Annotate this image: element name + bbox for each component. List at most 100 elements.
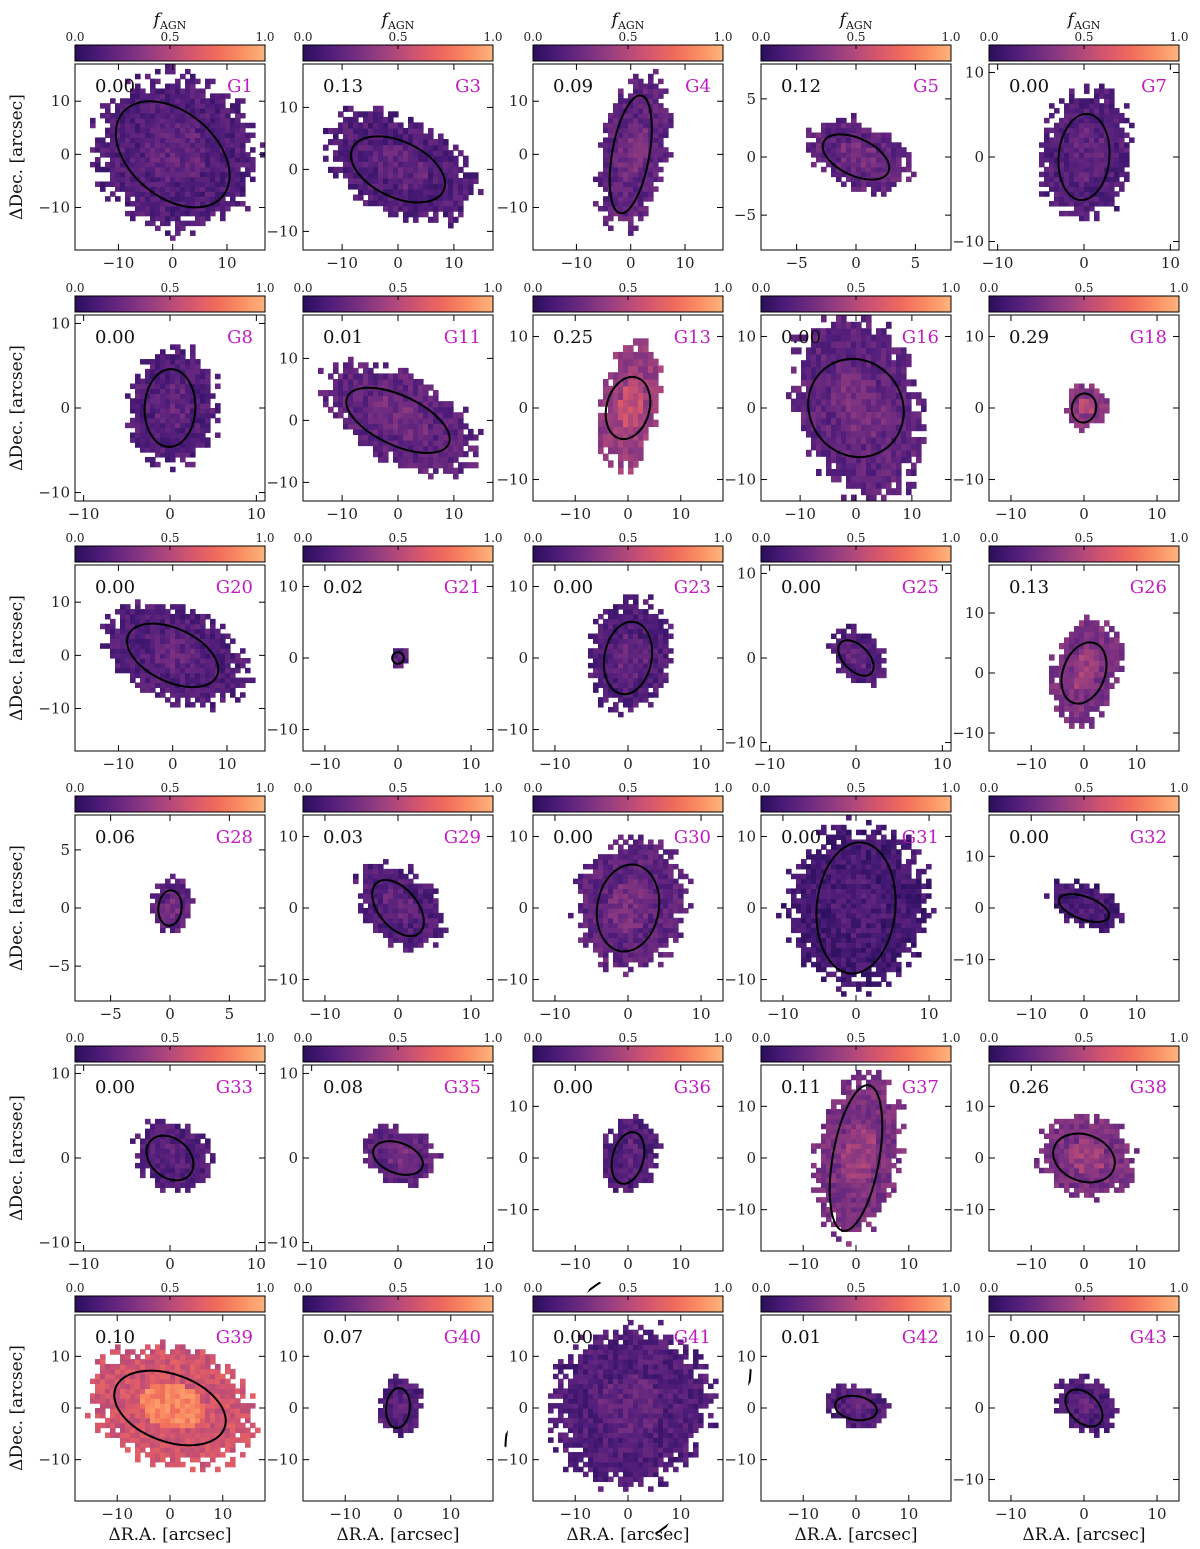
y-tick-label: 0 <box>518 649 528 667</box>
y-tick-label: 0 <box>746 1149 756 1167</box>
x-tick-label: 10 <box>247 505 266 523</box>
colorbar-tick-label: 0.5 <box>846 30 865 44</box>
x-tick-label: 10 <box>217 254 236 272</box>
colorbar-tick-label: 0.0 <box>979 531 998 545</box>
x-tick-label: 10 <box>692 755 711 773</box>
x-tick-label: −10 <box>539 1005 571 1023</box>
y-tick-label: 10 <box>279 1347 298 1365</box>
y-tick-label: 10 <box>737 564 756 582</box>
x-tick-label: 0 <box>393 755 403 773</box>
x-tick-label: 10 <box>933 755 952 773</box>
panel-g32: 0.0 0.5 1.0 −10 0 10 −10 0 10 0.00 G32 <box>952 781 1188 1023</box>
panel-g3: fAGN 0.0 0.5 1.0 −10 0 10 −10 0 10 0.13 G3 <box>266 10 502 272</box>
x-axis-title: ΔR.A. [arcsec] <box>795 1525 918 1545</box>
galaxy-name-label: G33 <box>216 1077 253 1098</box>
colorbar-tick-label: 1.0 <box>483 781 502 795</box>
y-tick-label: 10 <box>737 327 756 345</box>
panel-g28: 0.0 0.5 1.0 −5 0 5 −5 0 5 0.06 G28 <box>48 781 275 1023</box>
y-tick-label: 0 <box>974 1149 984 1167</box>
fagn-map <box>100 599 256 713</box>
panel-g4: fAGN 0.0 0.5 1.0 −10 0 10 −10 0 10 0.09 G4 <box>496 10 732 272</box>
panel-g7: fAGN 0.0 0.5 1.0 −10 0 10 −10 0 10 0.00 G7 <box>952 10 1188 272</box>
colorbar-tick-label: 0.5 <box>618 281 637 295</box>
colorbar-tick-label: 0.0 <box>979 781 998 795</box>
y-tick-label: 10 <box>965 63 984 81</box>
x-tick-label: −10 <box>561 254 593 272</box>
axes-frame <box>74 63 266 251</box>
fagn-value-label: 0.12 <box>781 76 821 97</box>
colorbar-title: fAGN <box>838 10 873 32</box>
galaxy-name-label: G5 <box>913 76 939 97</box>
fagn-map <box>125 344 221 473</box>
colorbar-tick-label: 1.0 <box>255 281 274 295</box>
y-tick-label: −10 <box>952 233 984 251</box>
x-tick-label: −10 <box>309 1005 341 1023</box>
y-tick-label: −10 <box>724 971 756 989</box>
galaxy-name-label: G18 <box>1130 327 1167 348</box>
colorbar-tick-label: 1.0 <box>483 531 502 545</box>
x-tick-label: 10 <box>247 1255 266 1273</box>
colorbar-tick-label: 0.0 <box>751 281 770 295</box>
galaxy-name-label: G8 <box>227 327 253 348</box>
colorbar-tick-label: 1.0 <box>1169 781 1188 795</box>
colorbar-title: fAGN <box>610 10 645 32</box>
x-tick-label: −10 <box>559 1255 591 1273</box>
colorbar-tick-label: 0.5 <box>388 531 407 545</box>
panel-g42: 0.0 0.5 1.0 −10 0 10 −10 0 10 0.01 G42 <box>724 1281 960 1523</box>
panel-g18: 0.0 0.5 1.0 −10 0 10 −10 0 10 0.29 G18 <box>952 281 1188 523</box>
fagn-map <box>826 623 887 688</box>
colorbar-tick-label: 1.0 <box>713 30 732 44</box>
x-tick-label: 10 <box>1148 1505 1167 1523</box>
fagn-value-label: 0.02 <box>323 577 363 598</box>
colorbar-tick-label: 0.0 <box>65 281 84 295</box>
y-tick-label: −10 <box>496 971 528 989</box>
aperture-ellipse <box>345 386 451 455</box>
fagn-value-label: 0.13 <box>1009 577 1049 598</box>
y-tick-label: −10 <box>266 222 298 240</box>
y-tick-label: 10 <box>279 827 298 845</box>
x-tick-label: 0 <box>393 1005 403 1023</box>
colorbar-title: fAGN <box>1066 10 1101 32</box>
colorbar-tick-label: 0.0 <box>65 531 84 545</box>
colorbar-tick-label: 0.0 <box>751 30 770 44</box>
fagn-value-label: 0.00 <box>553 577 593 598</box>
colorbar-tick-label: 0.5 <box>160 1031 179 1045</box>
aperture-ellipse <box>821 133 891 181</box>
x-tick-label: 5 <box>225 1005 235 1023</box>
galaxy-name-label: G26 <box>1130 577 1167 598</box>
x-tick-label: 10 <box>920 1005 939 1023</box>
colorbar-tick-label: 1.0 <box>941 30 960 44</box>
x-tick-label: −10 <box>995 505 1027 523</box>
colorbar-tick-label: 1.0 <box>255 1031 274 1045</box>
x-tick-label: 10 <box>1127 1005 1146 1023</box>
colorbar-tick-label: 0.5 <box>160 531 179 545</box>
y-tick-label: −10 <box>266 1234 298 1252</box>
y-tick-label: 0 <box>288 1149 298 1167</box>
fagn-map <box>588 594 674 718</box>
fagn-map <box>811 1069 907 1247</box>
x-tick-label: −10 <box>326 254 358 272</box>
galaxy-name-label: G31 <box>902 827 939 848</box>
fagn-map <box>603 1113 664 1193</box>
colorbar-tick-label: 1.0 <box>713 531 732 545</box>
fagn-value-label: 0.25 <box>553 327 593 348</box>
y-tick-label: −10 <box>724 1201 756 1219</box>
galaxy-name-label: G28 <box>216 827 253 848</box>
x-tick-label: −10 <box>995 1505 1027 1523</box>
y-tick-label: 0 <box>288 411 298 429</box>
fagn-value-label: 0.09 <box>553 76 593 97</box>
fagn-map <box>593 68 674 236</box>
y-tick-label: −10 <box>266 473 298 491</box>
colorbar-tick-label: 0.5 <box>160 30 179 44</box>
x-tick-label: 0 <box>623 505 633 523</box>
colorbar-tick-label: 0.5 <box>846 531 865 545</box>
y-tick-label: 10 <box>51 1347 70 1365</box>
galaxy-name-label: G25 <box>902 577 939 598</box>
y-tick-label: 0 <box>974 399 984 417</box>
y-tick-label: 0 <box>746 649 756 667</box>
colorbar-tick-label: 0.5 <box>160 281 179 295</box>
x-tick-label: −10 <box>784 505 816 523</box>
y-tick-label: 0 <box>288 160 298 178</box>
x-tick-label: 10 <box>671 1505 690 1523</box>
colorbar-tick-label: 0.5 <box>846 781 865 795</box>
